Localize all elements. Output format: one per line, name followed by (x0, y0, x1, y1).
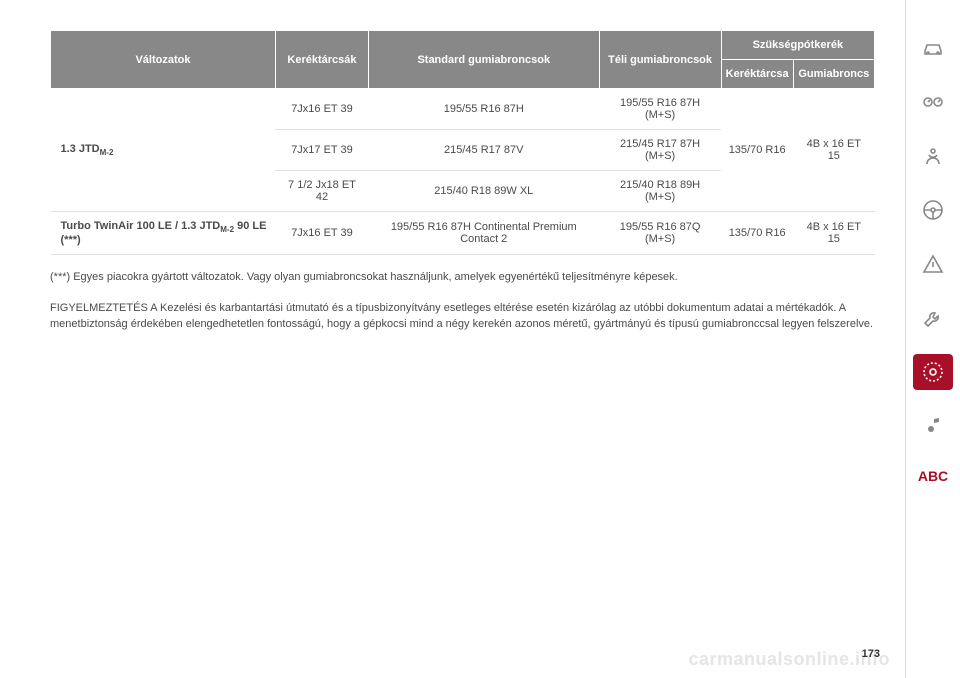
footnote-text: (***) Egyes piacokra gyártott változatok… (50, 269, 875, 286)
main-content: Változatok Keréktárcsák Standard gumiabr… (0, 0, 905, 678)
th-variants: Változatok (51, 31, 276, 89)
variant-cell: Turbo TwinAir 100 LE / 1.3 JTDM-2 90 LE … (51, 212, 276, 255)
dashboard-icon[interactable] (913, 84, 953, 120)
warning-text: FIGYELMEZTETÉS A Kezelési és karbantartá… (50, 300, 875, 333)
cell: 195/55 R16 87H (M+S) (599, 89, 721, 130)
table-row: 1.3 JTDM-2 7Jx16 ET 39 195/55 R16 87H 19… (51, 89, 875, 130)
cell: 7 1/2 Jx18 ET 42 (275, 171, 368, 212)
warning-icon[interactable] (913, 246, 953, 282)
cell: 7Jx16 ET 39 (275, 212, 368, 255)
cell: 7Jx17 ET 39 (275, 130, 368, 171)
variant-text: 1.3 JTD (61, 143, 100, 155)
cell: 215/45 R17 87V (369, 130, 600, 171)
cell: 215/40 R18 89W XL (369, 171, 600, 212)
cell: 195/55 R16 87Q (M+S) (599, 212, 721, 255)
variant-cell: 1.3 JTDM-2 (51, 89, 276, 212)
th-standard: Standard gumiabroncsok (369, 31, 600, 89)
variant-sub: M-2 (220, 225, 234, 234)
table-row: Turbo TwinAir 100 LE / 1.3 JTDM-2 90 LE … (51, 212, 875, 255)
th-winter: Téli gumiabroncsok (599, 31, 721, 89)
cell: 195/55 R16 87H (369, 89, 600, 130)
cell: 135/70 R16 (721, 89, 793, 212)
cell: 195/55 R16 87H Continental Premium Conta… (369, 212, 600, 255)
airbag-icon[interactable] (913, 138, 953, 174)
th-spare-rim: Keréktárcsa (721, 60, 793, 89)
variant-sub: M-2 (100, 148, 114, 157)
wrench-icon[interactable] (913, 300, 953, 336)
car-icon[interactable] (913, 30, 953, 66)
variant-text: Turbo TwinAir 100 LE / 1.3 JTD (61, 220, 221, 232)
th-rims: Keréktárcsák (275, 31, 368, 89)
abc-label[interactable]: ABC (918, 468, 948, 484)
cell: 7Jx16 ET 39 (275, 89, 368, 130)
cell: 4B x 16 ET 15 (793, 89, 874, 212)
music-icon[interactable] (913, 408, 953, 444)
steering-icon[interactable] (913, 192, 953, 228)
cell: 215/40 R18 89H (M+S) (599, 171, 721, 212)
th-spare-tyre: Gumiabroncs (793, 60, 874, 89)
sidebar-nav: ABC (905, 0, 960, 678)
th-spare-group: Szükségpótkerék (721, 31, 874, 60)
page-number: 173 (862, 648, 880, 660)
watermark-text: carmanualsonline.info (688, 649, 890, 670)
tyre-table: Változatok Keréktárcsák Standard gumiabr… (50, 30, 875, 255)
info-icon[interactable] (913, 354, 953, 390)
cell: 215/45 R17 87H (M+S) (599, 130, 721, 171)
cell: 4B x 16 ET 15 (793, 212, 874, 255)
cell: 135/70 R16 (721, 212, 793, 255)
